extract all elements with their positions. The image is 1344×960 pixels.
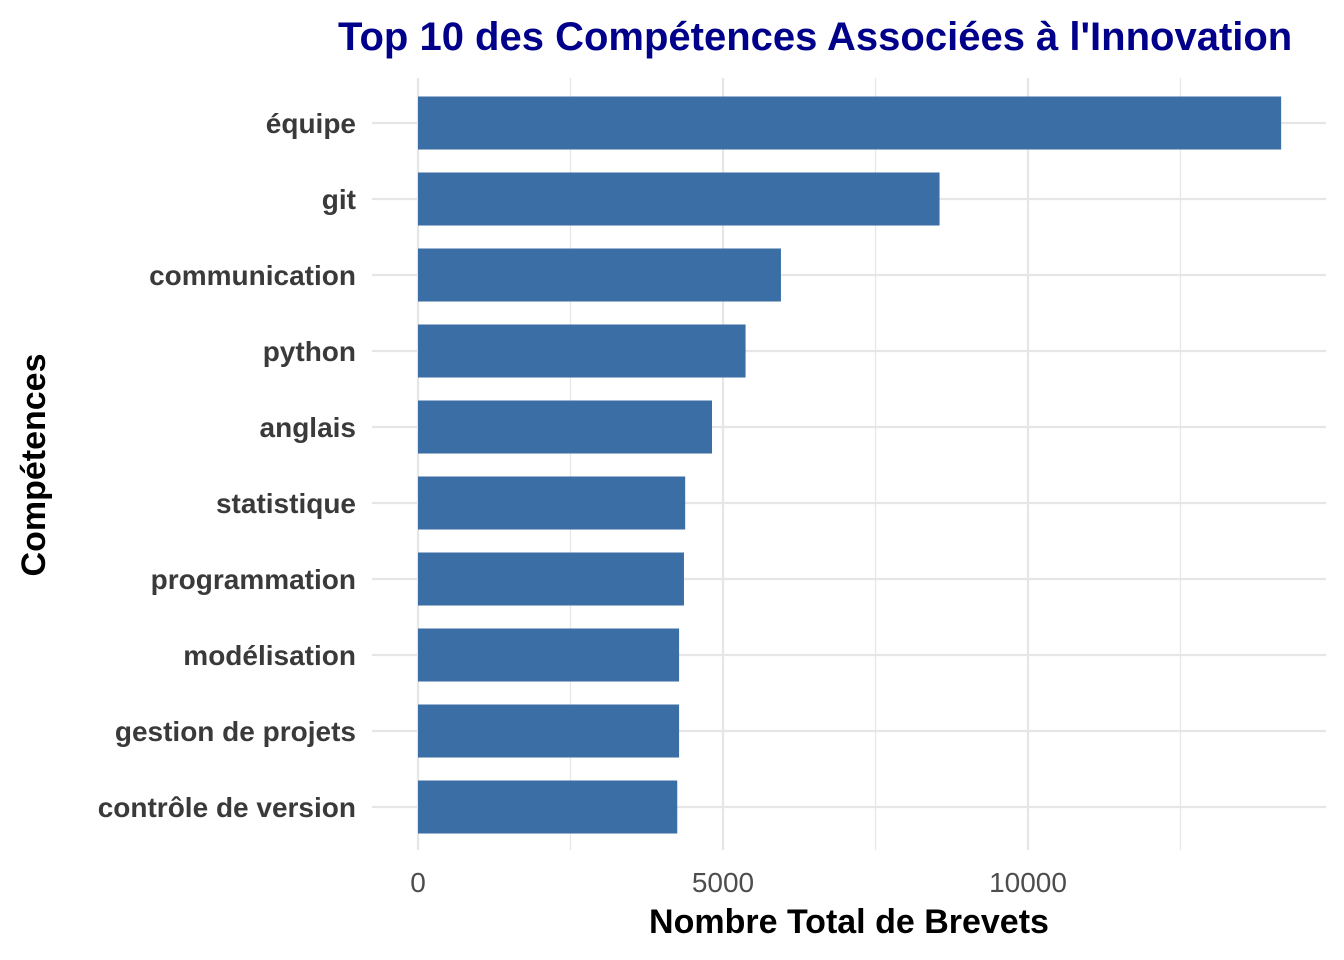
bar xyxy=(418,704,680,758)
y-tick-label: communication xyxy=(149,260,356,291)
x-tick-label: 10000 xyxy=(989,867,1067,898)
y-tick-label: programmation xyxy=(151,564,356,595)
x-axis-title: Nombre Total de Brevets xyxy=(649,903,1049,941)
x-tick-label: 5000 xyxy=(692,867,754,898)
x-tick-labels: 0 5000 10000 xyxy=(410,867,1067,898)
y-tick-label: gestion de projets xyxy=(115,716,356,747)
chart-title: Top 10 des Compétences Associées à l'Inn… xyxy=(338,15,1292,59)
bar xyxy=(418,628,680,682)
y-tick-label: git xyxy=(322,184,356,215)
y-tick-label: statistique xyxy=(216,488,356,519)
bar xyxy=(418,476,686,530)
y-tick-labels: équipe git communication python anglais stati… xyxy=(98,108,356,823)
bar xyxy=(418,324,746,378)
y-tick-label: python xyxy=(263,336,356,367)
y-tick-label: modélisation xyxy=(183,640,356,671)
y-axis-title: Compétences xyxy=(15,354,53,577)
y-tick-label: anglais xyxy=(260,412,356,443)
y-tick-label: contrôle de version xyxy=(98,792,356,823)
y-tick-label: équipe xyxy=(266,108,356,139)
bar xyxy=(418,96,1282,150)
bar xyxy=(418,552,684,606)
x-tick-label: 0 xyxy=(410,867,426,898)
bar xyxy=(418,780,678,834)
bar xyxy=(418,172,940,226)
bar xyxy=(418,400,713,454)
bar-layer xyxy=(418,96,1282,834)
bar xyxy=(418,248,781,302)
